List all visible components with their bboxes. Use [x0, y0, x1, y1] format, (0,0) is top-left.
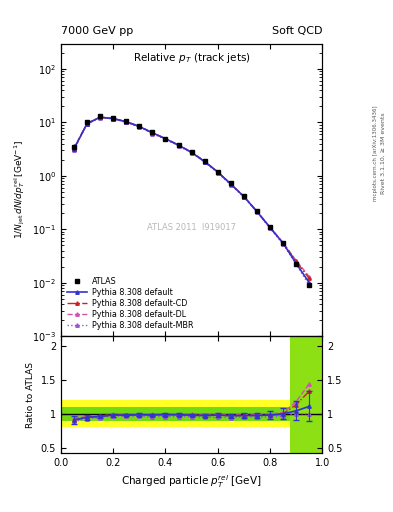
Text: Rivet 3.1.10, ≥ 3M events: Rivet 3.1.10, ≥ 3M events	[381, 113, 386, 195]
Y-axis label: $1/N_\mathrm{jet}\,dN/dp_T^\mathrm{rel}\,[\mathrm{GeV}^{-1}]$: $1/N_\mathrm{jet}\,dN/dp_T^\mathrm{rel}\…	[12, 140, 26, 239]
Text: Relative $p_T$ (track jets): Relative $p_T$ (track jets)	[133, 51, 250, 65]
Text: mcplots.cern.ch [arXiv:1306.3436]: mcplots.cern.ch [arXiv:1306.3436]	[373, 106, 378, 201]
Legend: ATLAS, Pythia 8.308 default, Pythia 8.308 default-CD, Pythia 8.308 default-DL, P: ATLAS, Pythia 8.308 default, Pythia 8.30…	[65, 274, 195, 332]
Text: ATLAS 2011  I919017: ATLAS 2011 I919017	[147, 223, 236, 232]
Y-axis label: Ratio to ATLAS: Ratio to ATLAS	[26, 361, 35, 428]
Text: Soft QCD: Soft QCD	[272, 26, 322, 36]
X-axis label: Charged particle $p_T^{rel}$ [GeV]: Charged particle $p_T^{rel}$ [GeV]	[121, 474, 262, 490]
Text: 7000 GeV pp: 7000 GeV pp	[61, 26, 133, 36]
